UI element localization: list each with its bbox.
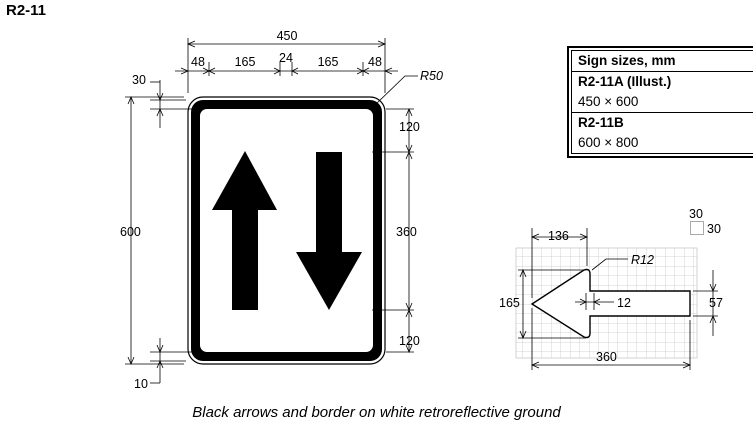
top-dimensions	[175, 38, 398, 93]
caption: Black arrows and border on white retrore…	[192, 404, 561, 421]
detail-arrow-outline	[530, 268, 691, 339]
dim-48-right: 48	[368, 55, 382, 69]
sign-white-ground	[200, 109, 373, 352]
detail-head-step: 12	[617, 296, 631, 310]
dim-bottom-gap: 120	[399, 334, 420, 348]
dim-border-offset: 30	[132, 73, 146, 87]
detail-grid-top: 30	[689, 207, 703, 221]
size-code: R2-11B	[572, 112, 753, 133]
sizes-table-header: Sign sizes, mm	[578, 53, 676, 68]
down-arrow	[296, 152, 362, 310]
sign-code-title: R2-11	[6, 2, 47, 19]
dim-24: 24	[279, 51, 293, 65]
size-value: 600 × 800	[578, 135, 639, 150]
dim-165-right: 165	[318, 55, 339, 69]
dim-border-width: 10	[134, 377, 148, 391]
dim-corner-radius: R50	[420, 69, 443, 83]
detail-grid-side: 30	[707, 222, 721, 236]
sign-sizes-table: Sign sizes, mm R2-11A (Illust.) 450 × 60…	[567, 46, 753, 158]
corner-radius-leader	[376, 75, 418, 104]
size-value: 450 × 600	[578, 94, 639, 109]
detail-head-length: 136	[548, 229, 569, 243]
detail-head-radius: R12	[631, 253, 654, 267]
dim-top-gap: 120	[399, 120, 420, 134]
size-code: R2-11A (Illust.)	[572, 71, 753, 92]
grid-square-key	[690, 221, 704, 235]
up-arrow	[212, 151, 277, 310]
dim-overall-height: 600	[120, 225, 141, 239]
right-dimensions	[372, 107, 414, 354]
dim-165-left: 165	[235, 55, 256, 69]
arrow-detail	[515, 228, 718, 370]
detail-shaft-width: 57	[709, 296, 723, 310]
dim-48-left: 48	[191, 55, 205, 69]
sign	[187, 96, 386, 365]
detail-total-length: 360	[596, 350, 617, 364]
left-dimensions	[125, 80, 196, 384]
dim-arrow-length: 360	[396, 225, 417, 239]
detail-head-width: 165	[499, 296, 520, 310]
dim-overall-width: 450	[277, 29, 298, 43]
